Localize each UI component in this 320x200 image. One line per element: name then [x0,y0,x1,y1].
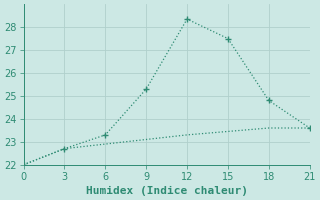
X-axis label: Humidex (Indice chaleur): Humidex (Indice chaleur) [86,186,248,196]
